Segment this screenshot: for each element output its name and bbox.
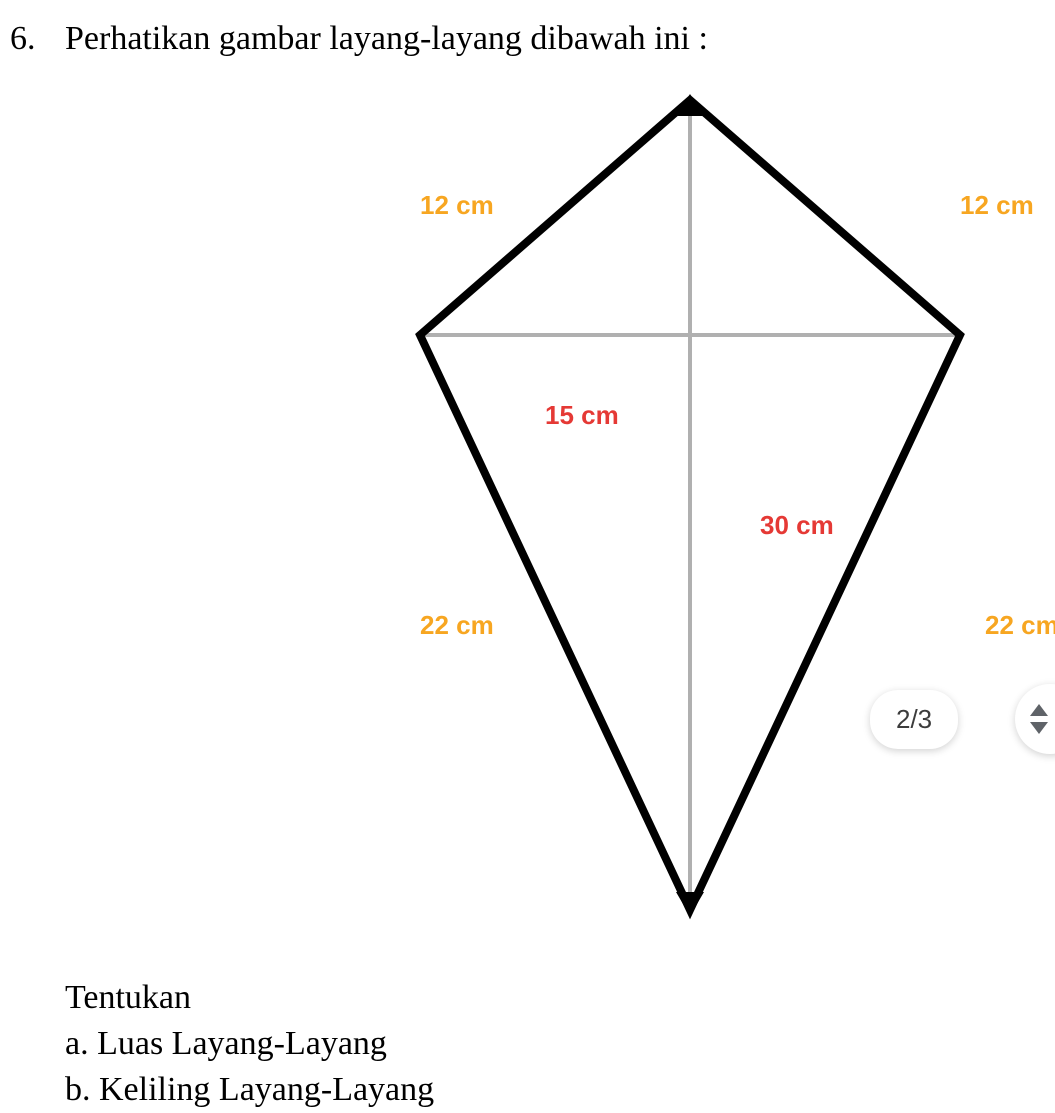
kite-bottom-arrow	[676, 892, 704, 916]
label-side-bottom-right: 22 cm	[985, 610, 1055, 641]
page-next-icon[interactable]	[1030, 722, 1048, 734]
label-diagonal-15: 15 cm	[545, 400, 619, 431]
page-indicator[interactable]: 2/3	[870, 690, 958, 749]
kite-diagram: 12 cm 12 cm 15 cm 30 cm 22 cm 22 cm 2/3	[0, 80, 1055, 960]
answers-heading: Tentukan	[65, 975, 434, 1021]
answers-b: b. Keliling Layang-Layang	[65, 1067, 434, 1113]
label-side-bottom-left: 22 cm	[420, 610, 494, 641]
label-diagonal-30: 30 cm	[760, 510, 834, 541]
page-prev-icon[interactable]	[1030, 704, 1048, 716]
question-text: Perhatikan gambar layang-layang dibawah …	[65, 20, 708, 58]
question-line: 6. Perhatikan gambar layang-layang dibaw…	[10, 20, 708, 58]
answer-prompts: Tentukan a. Luas Layang-Layang b. Kelili…	[65, 975, 434, 1113]
kite-svg	[0, 80, 1055, 960]
page-root: 6. Perhatikan gambar layang-layang dibaw…	[0, 0, 1055, 1100]
label-side-top-left: 12 cm	[420, 190, 494, 221]
answers-a: a. Luas Layang-Layang	[65, 1021, 434, 1067]
question-number: 6.	[10, 20, 65, 58]
label-side-top-right: 12 cm	[960, 190, 1034, 221]
